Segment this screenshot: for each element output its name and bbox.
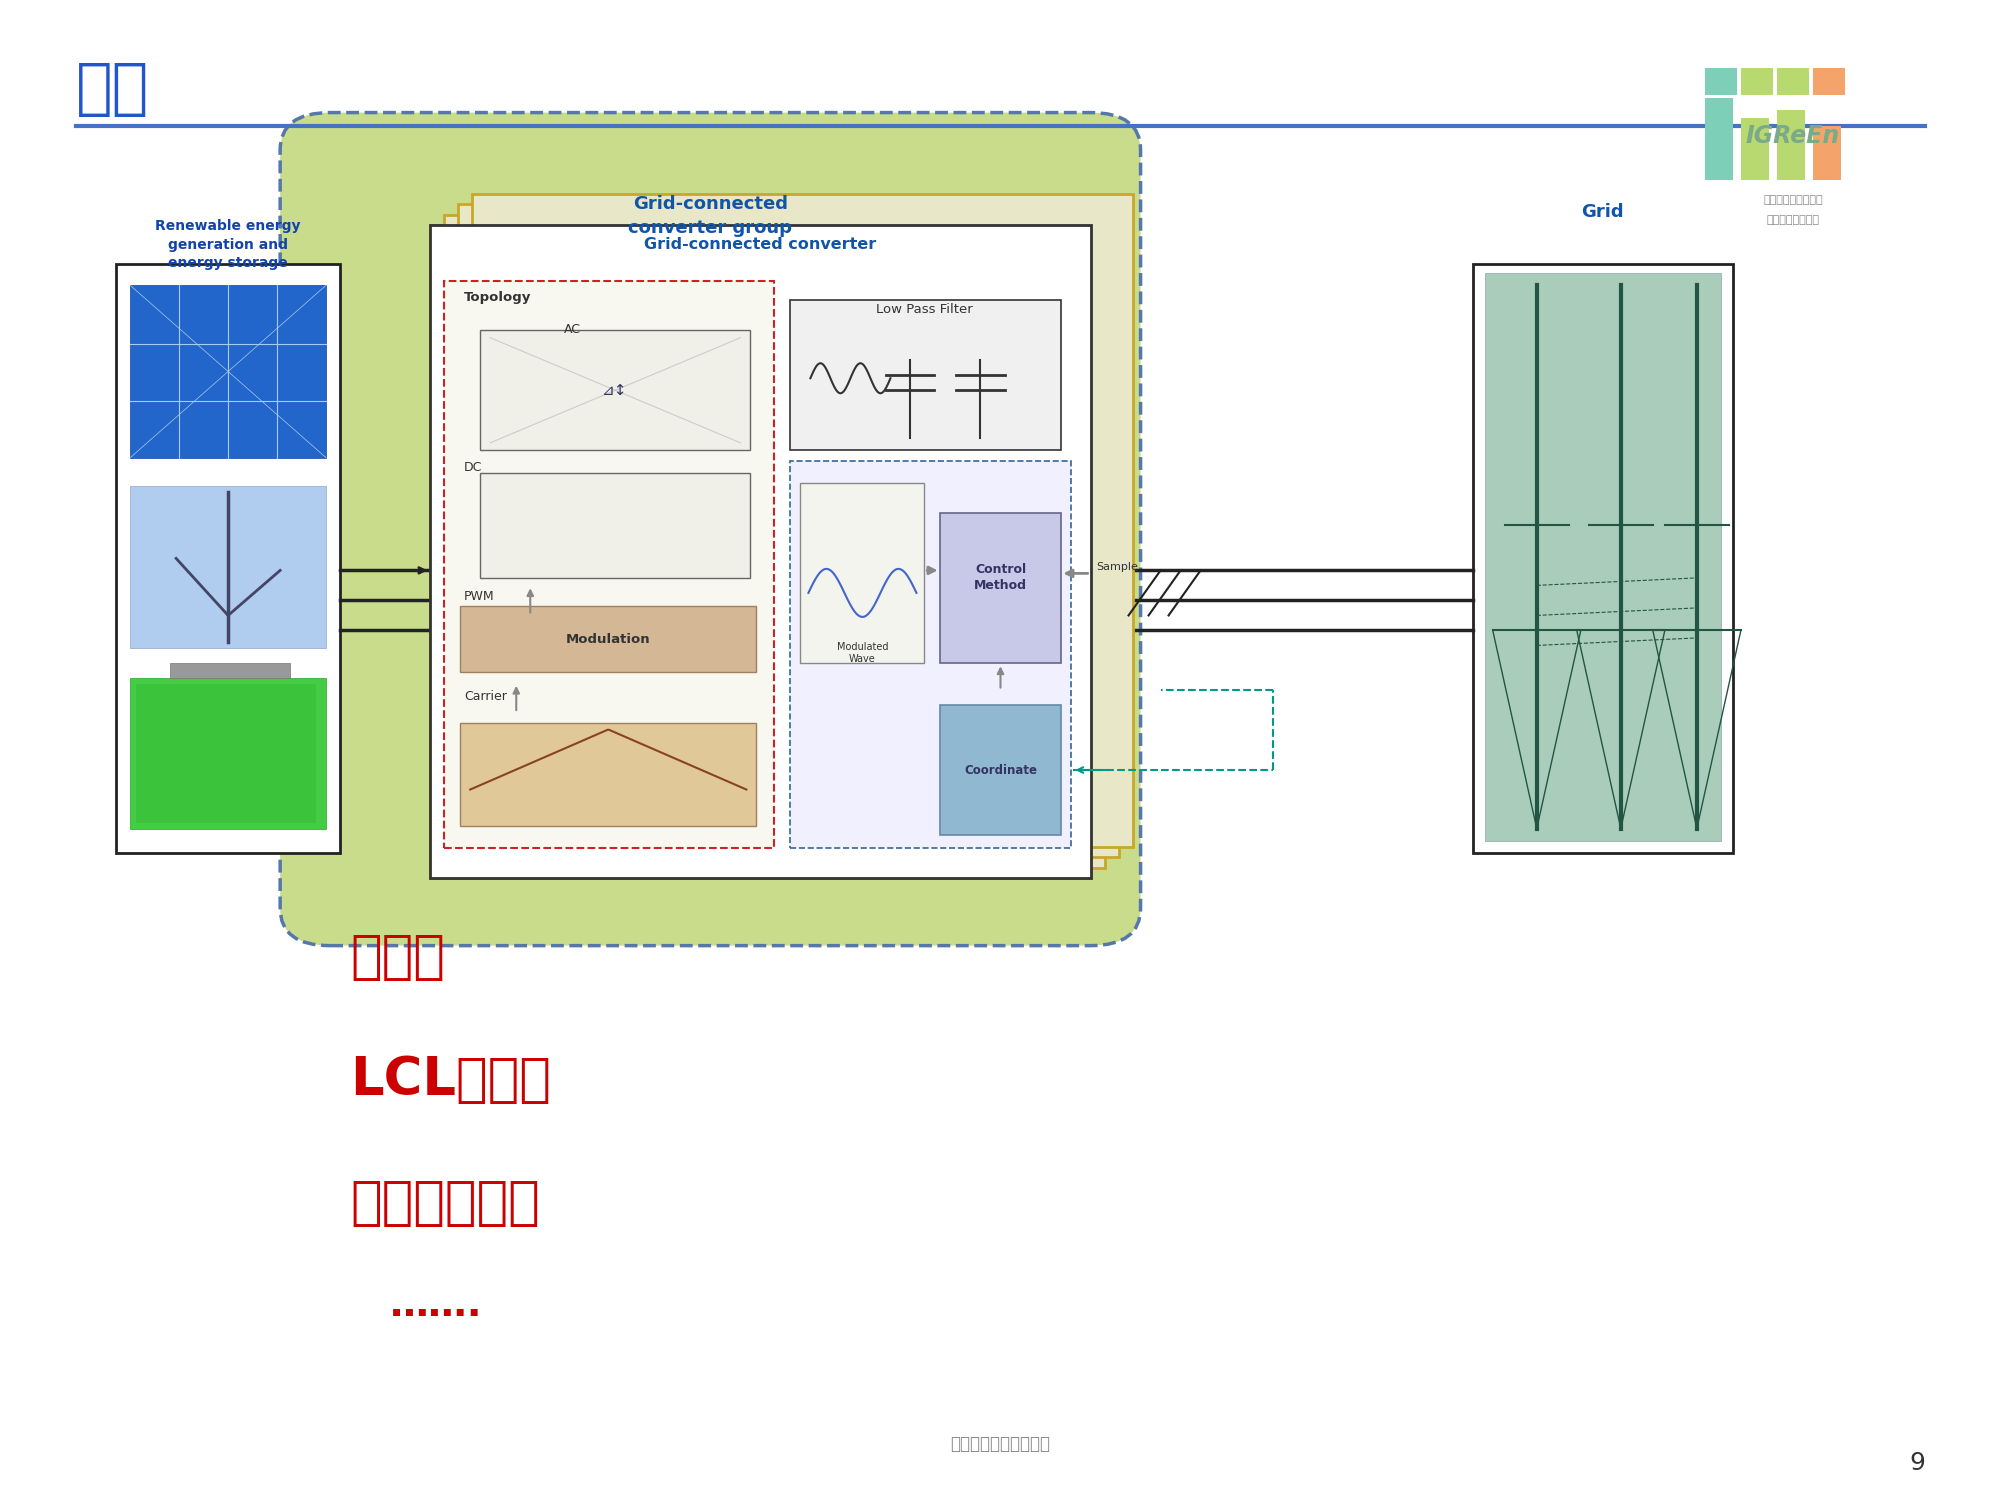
Bar [444, 281, 774, 848]
Bar [430, 225, 1091, 878]
Text: …….: ……. [390, 1286, 482, 1324]
Text: 9: 9 [1909, 1451, 1925, 1475]
Text: Modulated
Wave: Modulated Wave [836, 642, 888, 663]
Text: 背景: 背景 [76, 60, 150, 119]
Bar [1813, 126, 1841, 180]
Bar [458, 204, 1119, 857]
Text: Carrier: Carrier [464, 690, 506, 704]
Bar [940, 705, 1061, 835]
Bar [1741, 119, 1769, 180]
Text: Grid-connected
converter group: Grid-connected converter group [628, 195, 792, 237]
Text: IGReEn: IGReEn [1745, 125, 1841, 147]
Text: Sample: Sample [1097, 563, 1139, 572]
Bar [130, 285, 326, 458]
Text: Renewable energy
generation and
energy storage: Renewable energy generation and energy s… [156, 219, 300, 270]
Text: 多电平: 多电平 [350, 931, 444, 983]
Bar [130, 486, 326, 648]
Text: Grid-connected converter: Grid-connected converter [644, 237, 876, 252]
Bar [1485, 273, 1721, 841]
Bar [1741, 68, 1773, 95]
Text: Grid: Grid [1581, 203, 1625, 221]
Text: Low Pass Filter: Low Pass Filter [876, 303, 972, 317]
Text: 与智能电网研究所: 与智能电网研究所 [1767, 215, 1819, 225]
Text: AC: AC [564, 323, 580, 336]
Bar [136, 684, 316, 823]
Bar [940, 513, 1061, 663]
Bar [444, 215, 1105, 868]
Bar [116, 264, 340, 853]
Bar [1473, 264, 1733, 853]
Bar [1813, 68, 1845, 95]
Text: PWM: PWM [464, 590, 494, 603]
Bar [1777, 68, 1809, 95]
Bar [1705, 68, 1737, 95]
Text: ⊿↕: ⊿↕ [602, 383, 626, 398]
Bar [790, 461, 1071, 848]
Text: Coordinate: Coordinate [964, 764, 1037, 776]
Bar [130, 678, 326, 829]
Bar [480, 330, 750, 450]
Text: DC: DC [464, 461, 482, 474]
Bar [480, 473, 750, 578]
Bar [430, 225, 1091, 878]
Bar [800, 483, 924, 663]
Bar [460, 723, 756, 826]
Bar [472, 194, 1133, 847]
Text: LCL滤波器: LCL滤波器 [350, 1054, 550, 1106]
Text: 宽禁带半导体: 宽禁带半导体 [350, 1177, 540, 1229]
Text: Control
Method: Control Method [974, 563, 1027, 593]
Bar [1777, 110, 1805, 180]
FancyBboxPatch shape [280, 113, 1141, 946]
Text: 山东大学可再生能源: 山东大学可再生能源 [1763, 195, 1823, 206]
Text: 《电工技术学报》发布: 《电工技术学报》发布 [950, 1435, 1051, 1453]
Bar [460, 606, 756, 672]
Bar [790, 300, 1061, 450]
Text: Modulation: Modulation [566, 633, 650, 645]
Text: Topology: Topology [464, 291, 532, 305]
Bar [1705, 98, 1733, 180]
Bar [170, 663, 290, 678]
